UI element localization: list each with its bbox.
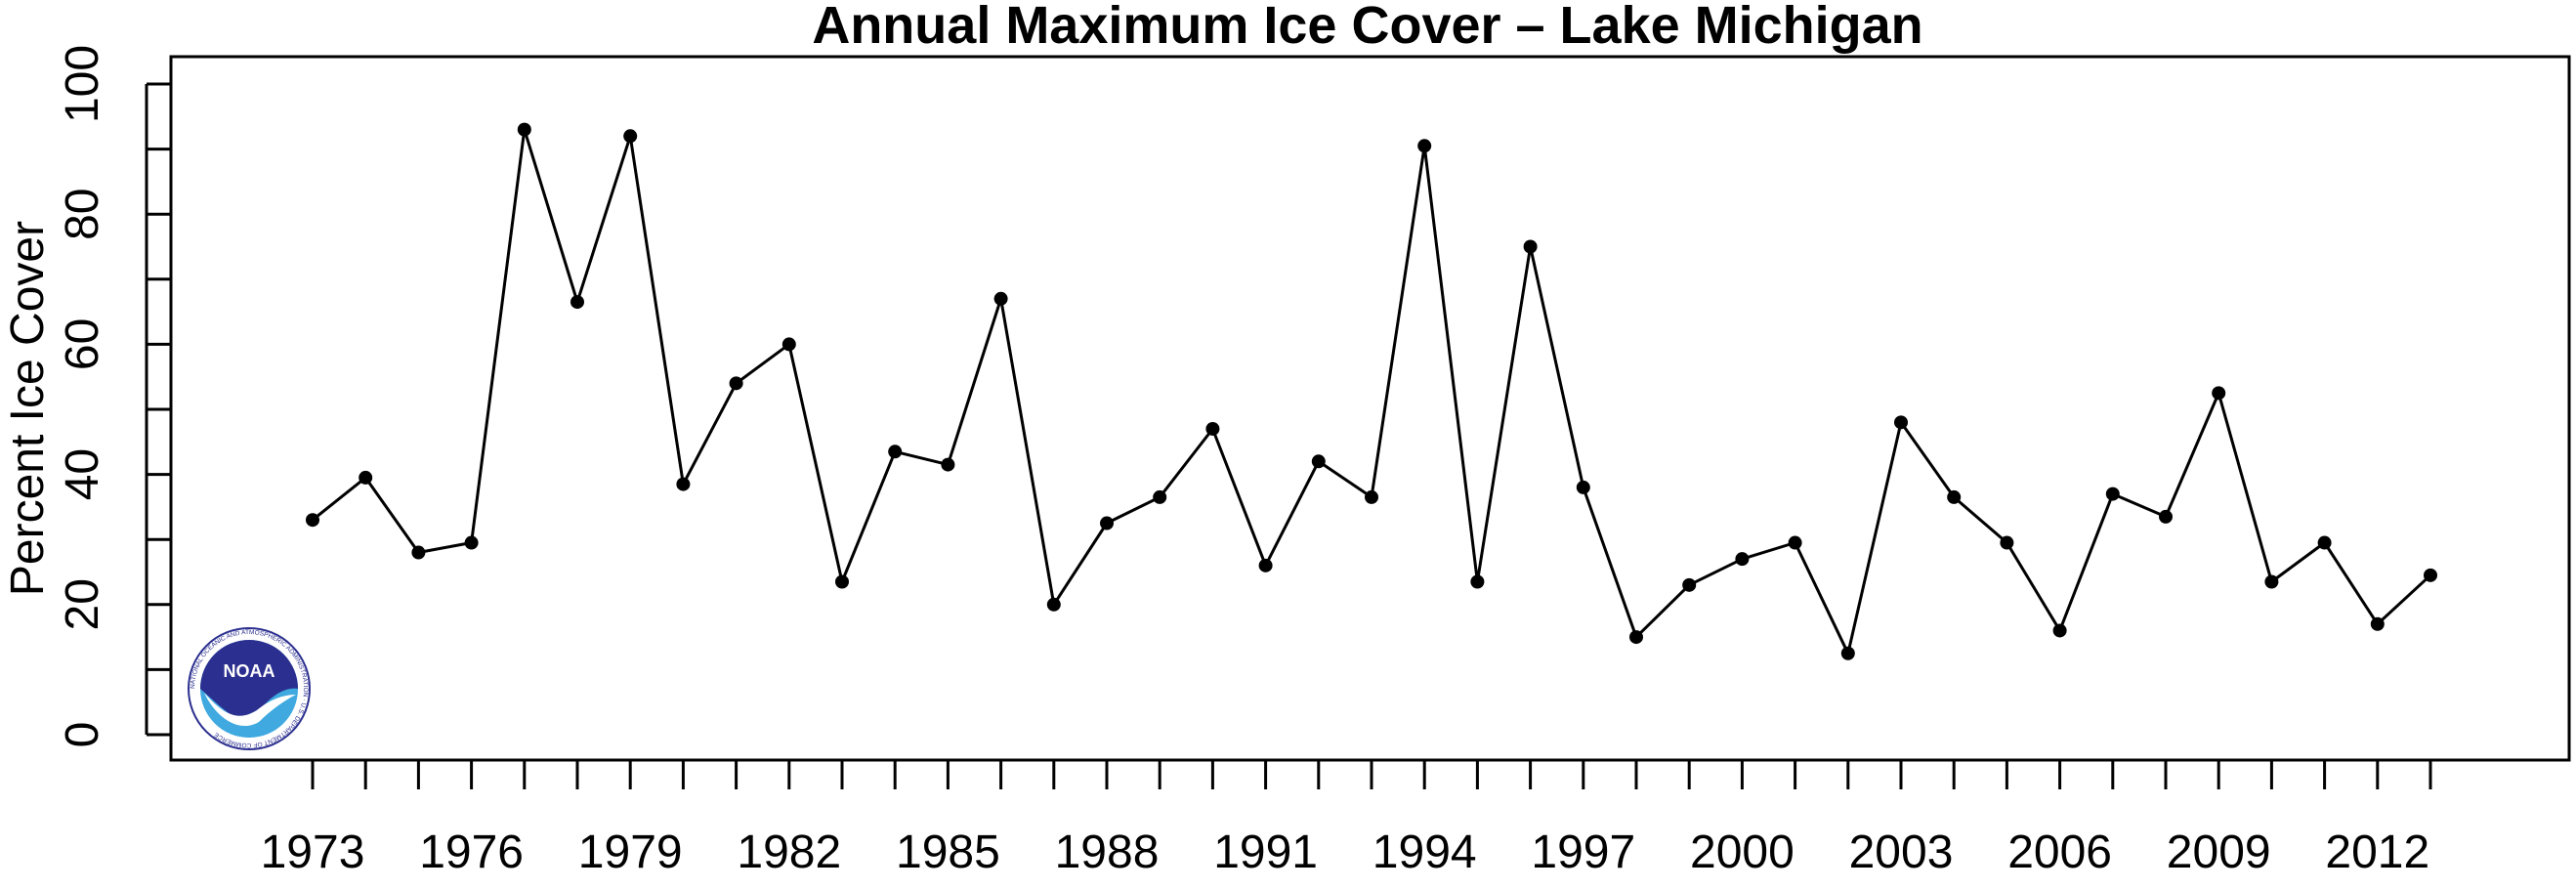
y-tick-label: 60 xyxy=(57,318,108,370)
data-point xyxy=(1100,516,1114,530)
chart-title: Annual Maximum Ice Cover – Lake Michigan xyxy=(812,0,1922,55)
data-point xyxy=(1576,480,1590,494)
data-point xyxy=(888,445,903,459)
data-point xyxy=(623,129,638,144)
series-line xyxy=(312,128,2432,656)
data-point xyxy=(1046,597,1061,612)
data-point xyxy=(1365,489,1378,504)
data-point xyxy=(2370,616,2385,631)
data-point xyxy=(1205,421,1220,436)
x-tick-label: 1988 xyxy=(1055,826,1160,878)
data-point xyxy=(2052,623,2067,638)
y-axis-label: Percent Ice Cover xyxy=(2,221,54,596)
data-point xyxy=(2159,509,2173,524)
data-point xyxy=(411,545,426,560)
y-tick-label: 20 xyxy=(57,578,108,630)
x-tick-label: 2000 xyxy=(1690,826,1795,878)
data-point xyxy=(1258,558,1273,572)
x-tick-label: 1997 xyxy=(1531,826,1635,878)
data-point xyxy=(1682,577,1697,592)
data-point xyxy=(359,470,373,485)
x-tick-label: 2009 xyxy=(2167,826,2271,878)
data-point xyxy=(517,122,531,137)
data-point xyxy=(2000,535,2014,550)
data-point xyxy=(1470,574,1485,589)
data-point xyxy=(1840,646,1855,660)
data-point xyxy=(2317,535,2332,550)
y-tick-label: 0 xyxy=(57,722,108,748)
data-point xyxy=(835,574,849,589)
x-tick-label: 1994 xyxy=(1372,826,1477,878)
data-point xyxy=(1417,139,1432,153)
data-point xyxy=(2105,487,2120,501)
data-point xyxy=(464,535,479,550)
x-tick-label: 2006 xyxy=(2007,826,2112,878)
data-point xyxy=(941,457,955,472)
noaa-sky-shape xyxy=(200,640,298,718)
data-point xyxy=(2212,386,2226,401)
data-point xyxy=(2424,568,2437,582)
data-point xyxy=(2264,574,2279,589)
data-point xyxy=(1894,415,1908,430)
y-tick-label: 40 xyxy=(57,448,108,500)
data-point xyxy=(1947,489,1962,504)
data-point xyxy=(306,513,319,528)
x-axis: 1973 1976 1979 1982 1985 1988 1991 1994 1997 2000… xyxy=(261,760,2432,878)
data-point xyxy=(993,291,1008,306)
noaa-logo-text: NOAA xyxy=(224,661,275,681)
series-layer xyxy=(306,122,2437,660)
noaa-bird-shape xyxy=(204,693,296,727)
noaa-logo-icon: NOAA NATIONAL OCEANIC AND ATMOSPHERIC AD… xyxy=(188,627,311,750)
y-tick-label: 80 xyxy=(57,189,108,240)
y-axis: 0 20 40 60 80 100 xyxy=(57,45,171,747)
data-point xyxy=(1629,630,1643,645)
y-tick-label: 100 xyxy=(57,45,108,123)
data-point xyxy=(1311,454,1326,469)
x-tick-label: 1985 xyxy=(896,826,1000,878)
data-point xyxy=(1735,552,1750,567)
x-tick-label: 1982 xyxy=(737,826,841,878)
data-point xyxy=(729,376,743,391)
x-tick-label: 1991 xyxy=(1213,826,1318,878)
x-tick-label: 1979 xyxy=(578,826,683,878)
data-point xyxy=(1153,489,1167,504)
data-point xyxy=(781,337,796,352)
data-point xyxy=(1788,535,1802,550)
plot-frame xyxy=(169,55,2571,762)
data-point xyxy=(570,295,584,310)
x-tick-label: 2012 xyxy=(2325,826,2429,878)
x-tick-label: 2003 xyxy=(1849,826,1954,878)
x-tick-label: 1973 xyxy=(261,826,365,878)
data-point xyxy=(1523,239,1538,254)
data-point xyxy=(676,477,691,491)
x-tick-label: 1976 xyxy=(419,826,524,878)
